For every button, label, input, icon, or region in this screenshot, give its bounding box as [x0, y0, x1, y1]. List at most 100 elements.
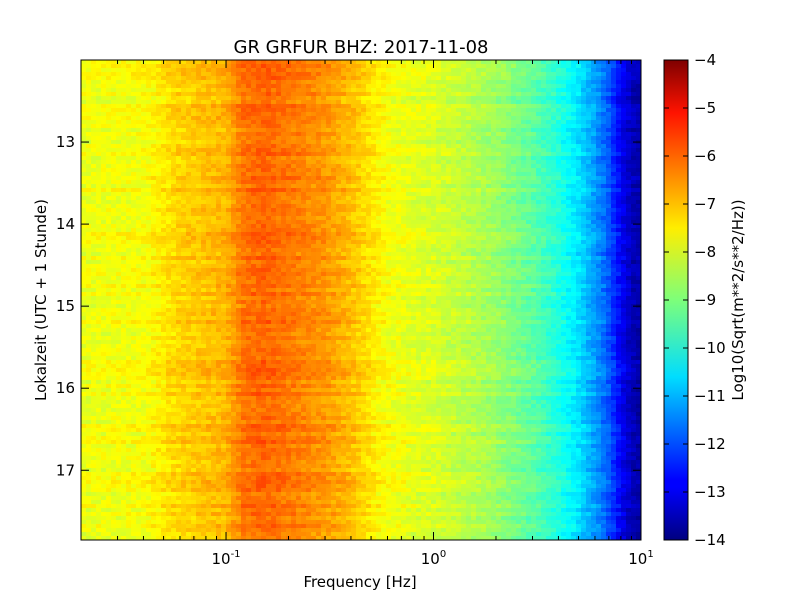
heatmap-cell	[221, 224, 227, 229]
heatmap-cell	[556, 76, 562, 81]
heatmap-cell	[466, 100, 472, 105]
heatmap-cell	[261, 88, 267, 93]
heatmap-cell	[116, 220, 122, 225]
heatmap-cell	[461, 212, 467, 217]
heatmap-cell	[91, 108, 97, 113]
heatmap-cell	[281, 232, 287, 237]
heatmap-cell	[526, 108, 532, 113]
heatmap-cell	[581, 228, 587, 233]
heatmap-cell	[336, 168, 342, 173]
heatmap-cell	[386, 228, 392, 233]
heatmap-cell	[136, 96, 142, 101]
heatmap-cell	[111, 184, 117, 189]
heatmap-cell	[256, 160, 262, 165]
heatmap-cell	[416, 104, 422, 109]
heatmap-cell	[221, 140, 227, 145]
heatmap-cell	[561, 76, 567, 81]
heatmap-cell	[316, 68, 322, 73]
heatmap-cell	[226, 108, 232, 113]
heatmap-cell	[141, 148, 147, 153]
heatmap-cell	[226, 228, 232, 233]
heatmap-cell	[336, 120, 342, 125]
heatmap-cell	[336, 156, 342, 161]
heatmap-cell	[221, 220, 227, 225]
heatmap-cell	[496, 160, 502, 165]
heatmap-cell	[626, 148, 632, 153]
heatmap-cell	[346, 176, 352, 181]
heatmap-cell	[231, 60, 237, 65]
heatmap-cell	[596, 204, 602, 209]
heatmap-cell	[121, 84, 127, 89]
heatmap-cell	[586, 188, 592, 193]
heatmap-cell	[236, 192, 242, 197]
heatmap-cell	[631, 128, 637, 133]
heatmap-cell	[166, 144, 172, 149]
heatmap-cell	[406, 156, 412, 161]
heatmap-cell	[286, 232, 292, 237]
heatmap-cell	[391, 192, 397, 197]
heatmap-cell	[621, 132, 627, 137]
heatmap-cell	[86, 148, 92, 153]
heatmap-cell	[231, 136, 237, 141]
heatmap-cell	[241, 176, 247, 181]
heatmap-cell	[146, 180, 152, 185]
heatmap-cell	[366, 144, 372, 149]
heatmap-cell	[256, 164, 262, 169]
heatmap-cell	[521, 120, 527, 125]
heatmap-cell	[566, 144, 572, 149]
heatmap-cell	[476, 204, 482, 209]
heatmap-cell	[366, 92, 372, 97]
heatmap-cell	[551, 124, 557, 129]
heatmap-cell	[416, 108, 422, 113]
heatmap-cell	[501, 176, 507, 181]
heatmap-cell	[166, 92, 172, 97]
heatmap-cell	[571, 216, 577, 221]
heatmap-cell	[141, 132, 147, 137]
heatmap-cell	[351, 204, 357, 209]
heatmap-cell	[316, 72, 322, 77]
heatmap-cell	[536, 216, 542, 221]
heatmap-cell	[421, 200, 427, 205]
heatmap-cell	[191, 160, 197, 165]
heatmap-cell	[81, 164, 87, 169]
heatmap-cell	[606, 136, 612, 141]
heatmap-cell	[321, 84, 327, 89]
heatmap-cell	[166, 156, 172, 161]
heatmap-cell	[436, 228, 442, 233]
heatmap-cell	[141, 212, 147, 217]
heatmap-cell	[326, 80, 332, 85]
heatmap-cell	[241, 92, 247, 97]
heatmap-cell	[326, 136, 332, 141]
heatmap-cell	[431, 120, 437, 125]
heatmap-cell	[286, 116, 292, 121]
heatmap-cell	[341, 120, 347, 125]
heatmap-cell	[601, 132, 607, 137]
heatmap-cell	[276, 88, 282, 93]
heatmap-cell	[431, 232, 437, 237]
heatmap-cell	[301, 192, 307, 197]
heatmap-cell	[516, 140, 522, 145]
heatmap-cell	[546, 128, 552, 133]
heatmap-cell	[576, 176, 582, 181]
heatmap-cell	[541, 204, 547, 209]
heatmap-cell	[246, 116, 252, 121]
heatmap-cell	[531, 68, 537, 73]
heatmap-cell	[191, 184, 197, 189]
heatmap-cell	[501, 68, 507, 73]
heatmap-cell	[346, 64, 352, 69]
heatmap-cell	[511, 92, 517, 97]
heatmap-cell	[621, 140, 627, 145]
heatmap-cell	[171, 112, 177, 117]
heatmap-cell	[211, 120, 217, 125]
heatmap-cell	[501, 212, 507, 217]
heatmap-cell	[316, 224, 322, 229]
heatmap-cell	[446, 212, 452, 217]
heatmap-cell	[616, 172, 622, 177]
heatmap-cell	[101, 76, 107, 81]
heatmap-cell	[231, 96, 237, 101]
heatmap-cell	[191, 84, 197, 89]
heatmap-cell	[196, 236, 202, 241]
heatmap-cell	[201, 132, 207, 137]
heatmap-cell	[281, 196, 287, 201]
heatmap-cell	[206, 88, 212, 93]
